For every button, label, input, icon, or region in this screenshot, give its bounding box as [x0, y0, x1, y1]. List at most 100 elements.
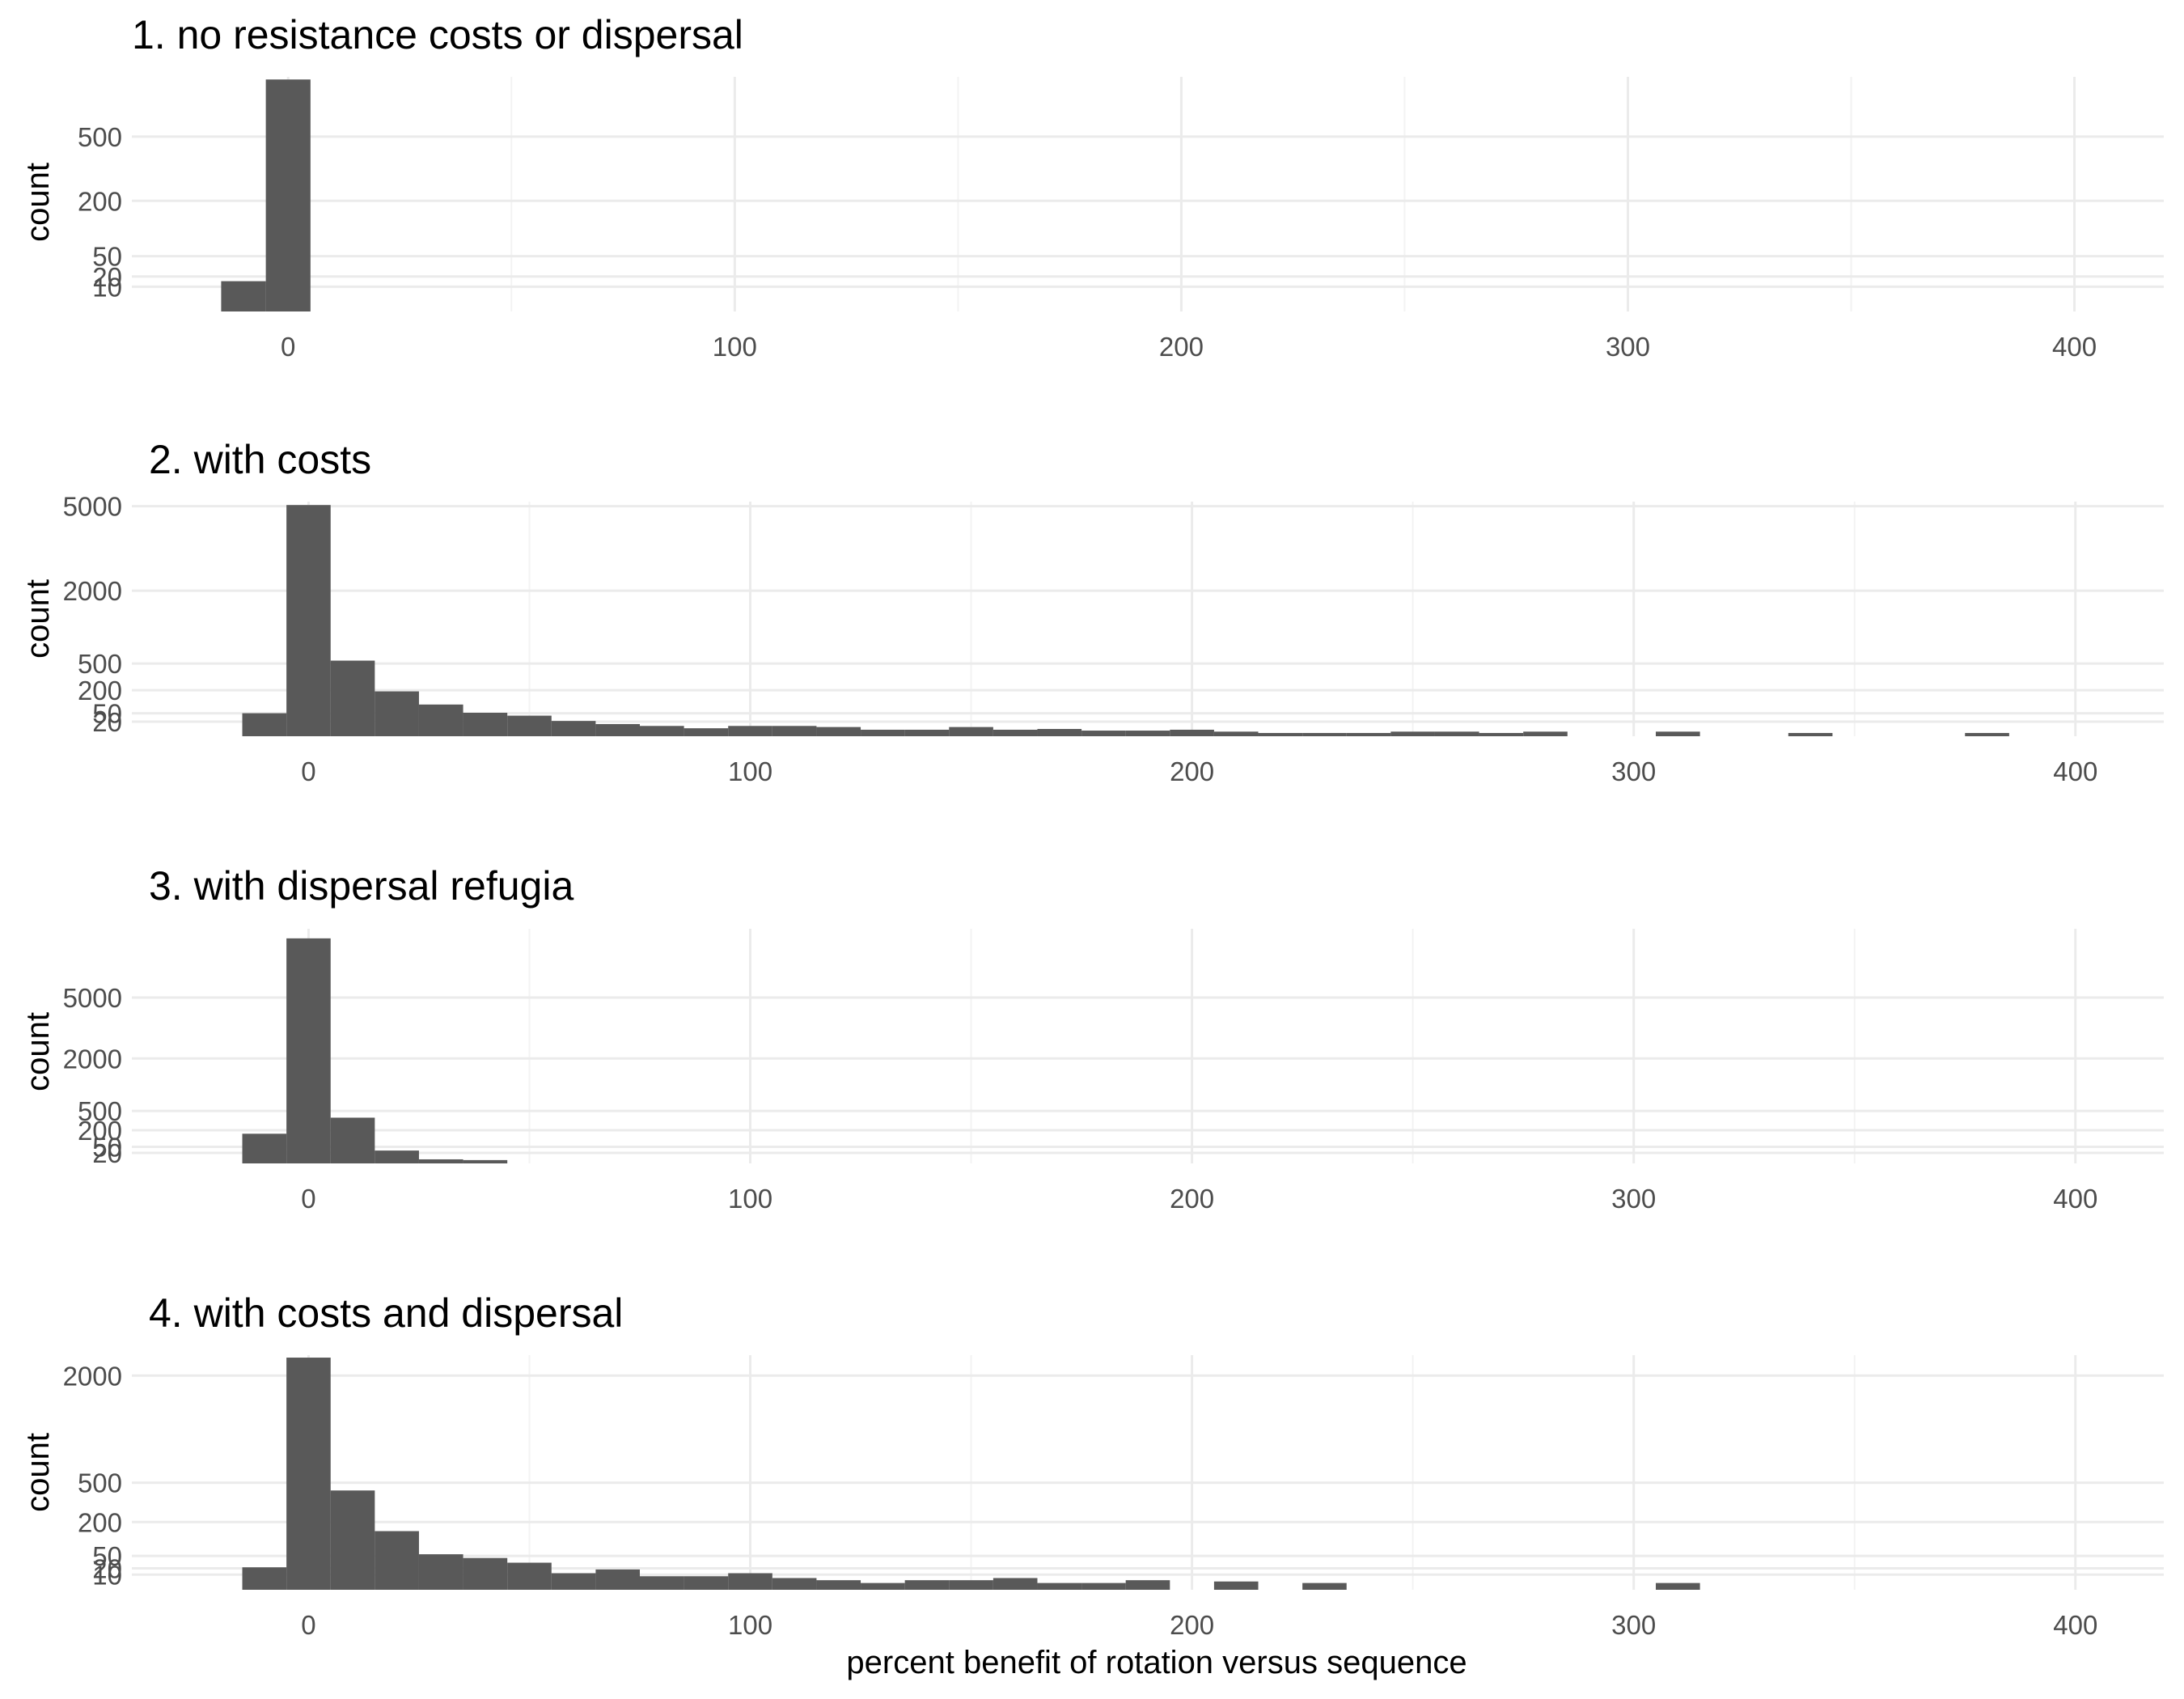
panel-1-y-tick-label: 200 — [78, 186, 122, 216]
panel-2-histogram-bar — [728, 726, 772, 736]
panel-4-bars — [242, 1358, 1700, 1590]
panel-2-histogram-bar — [684, 728, 729, 736]
panel-4-histogram-bar — [772, 1578, 817, 1590]
panel-2-histogram-bar — [330, 660, 375, 736]
panel-2-histogram-bar — [463, 713, 508, 736]
panel-2-y-tick-label: 200 — [78, 676, 122, 705]
panel-2-histogram-bar — [1965, 732, 2009, 736]
panel-4-histogram-bar — [1125, 1580, 1170, 1590]
panel-4-y-tick-label: 500 — [78, 1468, 122, 1498]
panel-4-histogram-bar — [242, 1567, 287, 1590]
panel-2-histogram-bar — [286, 505, 331, 736]
panel-2-histogram-bar — [816, 727, 861, 736]
panel-4-x-tick-labels: 0 100 200 300 400 — [301, 1610, 2097, 1640]
panel-2-histogram-bar — [1434, 731, 1479, 736]
panel-4-y-tick-label: 10 — [92, 1560, 122, 1590]
panel-2-title: 2. with costs — [149, 437, 371, 482]
panel-1-y-tick-label: 500 — [78, 122, 122, 152]
panel-2-ylabel: count — [20, 579, 56, 659]
panel-4-histogram-bar — [507, 1562, 552, 1590]
panel-4-x-tick-label: 400 — [2053, 1610, 2097, 1640]
panel-3-x-tick-label: 400 — [2053, 1184, 2097, 1214]
panel-3-x-tick-label: 300 — [1611, 1184, 1656, 1214]
panel-1-title: 1. no resistance costs or dispersal — [132, 12, 743, 57]
panel-4-histogram-bar — [286, 1358, 331, 1590]
panel-3-histogram-bar — [418, 1159, 463, 1163]
panel-4-histogram-bar — [904, 1580, 950, 1590]
x-axis-label: percent benefit of rotation versus seque… — [846, 1645, 1467, 1680]
panel-2-histogram-bar — [949, 727, 993, 736]
panel-1-y-tick-label: 10 — [92, 272, 122, 302]
panel-2-bars — [242, 505, 2009, 736]
panel-1-y-tick-label: 20 — [92, 262, 122, 292]
panel-2-histogram-bar — [418, 704, 463, 736]
panel-4-y-tick-label: 20 — [92, 1554, 122, 1584]
panel-1-ylabel: count — [20, 163, 56, 242]
panel-3-y-tick-label: 200 — [78, 1116, 122, 1146]
panel-2-histogram-bar — [1170, 729, 1214, 736]
panel-2-histogram-bar — [993, 729, 1038, 736]
panel-3-y-tick-label: 2000 — [63, 1044, 122, 1074]
panel-3-x-tick-label: 200 — [1170, 1184, 1214, 1214]
panel-4-histogram-bar — [463, 1557, 508, 1590]
panel-4-histogram-bar — [1213, 1581, 1259, 1590]
panel-4-histogram-bar — [640, 1576, 684, 1590]
panel-2-x-tick-labels: 0 100 200 300 400 — [301, 756, 2097, 786]
panel-2-histogram-bar — [1523, 731, 1568, 736]
panel-1-y-tick-label: 50 — [92, 242, 122, 272]
panel-4-histogram-bar — [1081, 1582, 1126, 1590]
panel-2-histogram-bar — [242, 713, 287, 736]
panel-4-histogram-bar — [1302, 1582, 1347, 1590]
panel-2-histogram-bar — [1213, 731, 1259, 736]
panel-2-histogram-bar — [861, 729, 905, 736]
panel-2-histogram-bar — [507, 715, 552, 736]
panel-4-histogram-bar — [684, 1576, 729, 1590]
panel-4-histogram-bar — [1656, 1582, 1700, 1590]
panel-4-histogram-bar — [993, 1578, 1038, 1590]
panel-4-histogram-bar — [551, 1573, 596, 1590]
panel-2-x-tick-label: 100 — [728, 756, 772, 786]
panel-2-histogram-bar — [1479, 732, 1524, 736]
panel-2-histogram-bar — [772, 726, 817, 736]
panel-1-bars — [221, 79, 311, 311]
panel-2-y-tick-label: 500 — [78, 649, 122, 679]
panel-3-bars — [242, 938, 508, 1163]
panel-3-x-tick-label: 100 — [728, 1184, 772, 1214]
panel-3-histogram-bar — [286, 938, 331, 1163]
panel-2-y-tick-label: 20 — [92, 707, 122, 737]
panel-1-x-tick-label: 400 — [2052, 332, 2097, 362]
panel-3-y-tick-label: 500 — [78, 1096, 122, 1126]
panel-1-x-tick-label: 200 — [1159, 332, 1204, 362]
panel-2-histogram-bar — [1346, 732, 1391, 736]
panel-4-histogram-bar — [595, 1569, 640, 1590]
panel-1-x-tick-label: 0 — [281, 332, 295, 362]
panel-1: 1. no resistance costs or dispersal coun… — [20, 12, 2164, 362]
panel-2-x-tick-label: 400 — [2053, 756, 2097, 786]
panel-2-histogram-bar — [904, 729, 950, 736]
panel-3: 3. with dispersal refugia count 20502005… — [20, 863, 2164, 1214]
panel-2-histogram-bar — [1788, 732, 1833, 736]
panel-2-x-tick-label: 0 — [301, 756, 315, 786]
panel-4-x-tick-label: 0 — [301, 1610, 315, 1640]
panel-3-grid — [132, 929, 2164, 1163]
panel-2-histogram-bar — [1302, 732, 1347, 736]
panel-3-y-tick-label: 20 — [92, 1138, 122, 1168]
panel-2-histogram-bar — [640, 726, 684, 736]
panel-2-histogram-bar — [1656, 731, 1700, 736]
panel-2-histogram-bar — [1125, 731, 1170, 736]
panel-4-y-tick-label: 200 — [78, 1507, 122, 1537]
panel-4-histogram-bar — [949, 1580, 993, 1590]
panel-2-histogram-bar — [1081, 731, 1126, 736]
panel-3-histogram-bar — [375, 1150, 419, 1163]
panel-4-histogram-bar — [418, 1554, 463, 1590]
panel-1-histogram-bar — [265, 79, 311, 311]
panel-3-title: 3. with dispersal refugia — [149, 863, 574, 909]
panel-3-histogram-bar — [463, 1159, 508, 1163]
panel-2-histogram-bar — [375, 691, 419, 736]
